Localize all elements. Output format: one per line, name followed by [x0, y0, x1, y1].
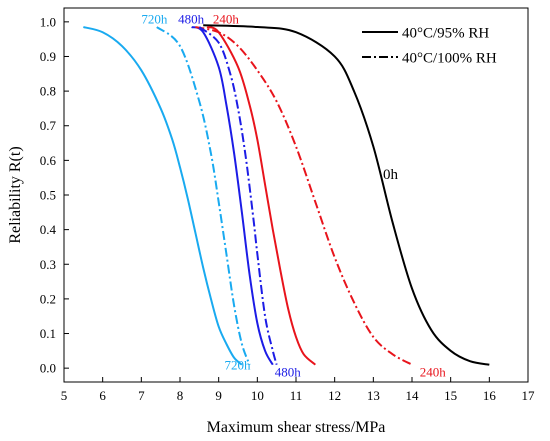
y-tick-label: 0.8	[40, 84, 56, 99]
x-tick-label: 6	[99, 388, 106, 403]
x-tick-label: 12	[328, 388, 341, 403]
x-tick-label: 17	[522, 388, 536, 403]
series-line	[195, 26, 413, 366]
y-tick-label: 0.4	[40, 222, 57, 237]
series-line	[206, 26, 316, 366]
x-tick-label: 10	[251, 388, 264, 403]
x-tick-label: 8	[177, 388, 184, 403]
curve-label: 240h	[213, 11, 240, 26]
curves-layer	[83, 24, 490, 366]
y-axis-title: Reliability R(t)	[7, 146, 24, 243]
y-tick-label: 0.3	[40, 257, 56, 272]
curve-label: 240h	[420, 365, 447, 380]
x-tick-label: 16	[483, 388, 497, 403]
y-tick-label: 0.2	[40, 291, 56, 306]
series-line	[83, 26, 243, 366]
y-tick-label: 1.0	[40, 14, 56, 29]
series-line	[203, 24, 490, 366]
curve-label: 480h	[178, 11, 205, 26]
y-tick-label: 0.0	[40, 361, 56, 376]
legend-label: 40°C/100% RH	[402, 51, 497, 67]
axis-ticks: 5 6 7 8 9 10 11 12 13 14 15 16 17 0.0 0.1 0.2 0.3 0.4 0.5 0…	[40, 14, 535, 403]
curve-labels: 720h 480h 240h 0h 720h 480h 240h	[141, 11, 446, 379]
legend-label: 40°C/95% RH	[402, 26, 489, 42]
legend: 40°C/95% RH 40°C/100% RH	[362, 26, 497, 67]
y-tick-label: 0.1	[40, 326, 56, 341]
x-axis-title: Maximum shear stress/MPa	[207, 419, 386, 436]
x-tick-label: 14	[406, 388, 420, 403]
curve-label: 720h	[141, 11, 168, 26]
curve-label: 480h	[275, 365, 302, 380]
x-tick-label: 11	[290, 388, 303, 403]
x-tick-label: 13	[367, 388, 380, 403]
y-tick-label: 0.5	[40, 188, 56, 203]
curve-label: 0h	[383, 167, 399, 183]
y-tick-label: 0.9	[40, 49, 56, 64]
x-tick-label: 7	[138, 388, 145, 403]
y-tick-label: 0.6	[40, 153, 57, 168]
curve-label: 720h	[224, 358, 251, 373]
x-tick-label: 15	[444, 388, 457, 403]
series-line	[191, 26, 274, 366]
series-line	[198, 26, 278, 365]
x-tick-label: 5	[61, 388, 68, 403]
y-tick-label: 0.7	[40, 118, 57, 133]
series-line	[156, 26, 251, 366]
x-tick-label: 9	[215, 388, 222, 403]
